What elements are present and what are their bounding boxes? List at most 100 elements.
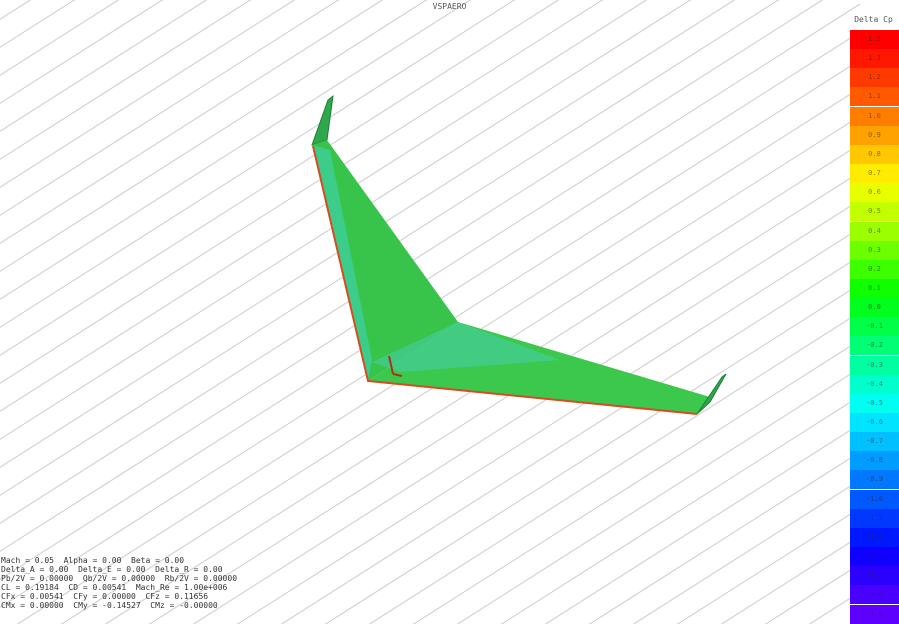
streamline xyxy=(0,0,604,384)
legend-label: -0.7 xyxy=(866,437,883,446)
legend-label: 1.2 xyxy=(868,73,881,82)
legend-swatch: 0.6 xyxy=(850,183,899,203)
legend-label: -0.5 xyxy=(866,398,883,407)
legend-swatch: -0.8 xyxy=(850,451,899,471)
legend-label: -0.1 xyxy=(866,322,883,331)
legend-label: 1.0 xyxy=(868,111,881,120)
legend-swatch: 0.7 xyxy=(850,164,899,184)
streamline xyxy=(192,199,861,624)
legend-swatch: 0.1 xyxy=(850,278,899,298)
legend-swatch: 0.8 xyxy=(850,144,899,164)
legend-swatch: 1.2 xyxy=(850,68,899,88)
streamline xyxy=(236,227,861,624)
legend-label: -1.4 xyxy=(866,571,883,580)
legend-swatch: -1.6 xyxy=(850,604,899,624)
streamline xyxy=(456,367,861,624)
streamline xyxy=(60,115,861,624)
legend-swatch: 1.1 xyxy=(850,87,899,107)
legend-swatch: -1.1 xyxy=(850,508,899,528)
streamline xyxy=(0,0,208,132)
streamline xyxy=(632,479,861,624)
streamline xyxy=(0,0,824,524)
streamline xyxy=(500,395,861,624)
streamline xyxy=(588,451,861,624)
streamline xyxy=(368,311,861,624)
legend-label: 1.2 xyxy=(868,35,881,43)
legend-label: -0.2 xyxy=(866,341,883,350)
legend-swatch: 1.3 xyxy=(850,49,899,69)
legend-swatch: 0.2 xyxy=(850,259,899,279)
legend-label: -1.2 xyxy=(866,532,883,541)
streamline xyxy=(0,0,780,496)
info-line: CMx = 0.00000 CMy = -0.14527 CMz = -0.00… xyxy=(1,601,218,610)
legend-label: 1.3 xyxy=(868,54,881,63)
streamline xyxy=(0,0,472,300)
aero-coefficients-readout: Mach = 0.05 Alpha = 0.00 Beta = 0.00 Delt… xyxy=(1,556,237,610)
streamline xyxy=(0,0,428,272)
legend-swatch: -0.4 xyxy=(850,374,899,394)
legend-label: -0.4 xyxy=(866,379,883,388)
legend-title: Delta Cp xyxy=(854,15,893,24)
streamline xyxy=(324,283,861,624)
legend-label: -1.1 xyxy=(866,513,883,522)
legend-label: -1.0 xyxy=(866,494,883,503)
streamline xyxy=(412,339,861,624)
legend-swatch: -0.7 xyxy=(850,432,899,452)
legend-swatch: -0.5 xyxy=(850,393,899,413)
legend-label: 0.2 xyxy=(868,264,881,273)
streamline xyxy=(0,0,296,188)
streamline xyxy=(0,0,736,468)
legend-label: 0.5 xyxy=(868,207,881,216)
legend-swatch: -0.9 xyxy=(850,470,899,490)
streamline xyxy=(0,0,340,216)
legend-swatch: -1.3 xyxy=(850,547,899,567)
legend-swatch: -0.1 xyxy=(850,317,899,337)
window-title: VSPAERO xyxy=(432,2,467,11)
streamline xyxy=(0,0,252,160)
streamline xyxy=(0,0,120,76)
legend-swatch: 1.2 xyxy=(850,30,899,49)
legend-swatch: 0.0 xyxy=(850,298,899,318)
streamline xyxy=(0,0,516,328)
streamline xyxy=(544,423,861,624)
streamline xyxy=(280,255,861,624)
streamline xyxy=(0,0,648,412)
legend-swatch: 0.3 xyxy=(850,240,899,260)
flying-wing-model xyxy=(311,94,727,415)
legend-swatch: -1.2 xyxy=(850,527,899,547)
legend-label: -1.3 xyxy=(866,552,883,561)
color-legend-bar: 1.2 1.3 1.2 1.1 1.0 0.9 0.8 0.7 0.6 0.5 0.4 0.3 0.2 0… xyxy=(850,30,899,624)
streamline xyxy=(852,619,861,624)
legend-label: 0.3 xyxy=(868,245,881,254)
legend-label: 0.9 xyxy=(868,130,881,139)
streamline xyxy=(104,143,861,624)
legend-label: 0.7 xyxy=(868,169,881,178)
info-line: CFx = 0.00541 CFy = 0.00000 CFz = 0.1165… xyxy=(1,592,209,601)
streamline xyxy=(148,171,861,624)
legend-label: -0.6 xyxy=(866,418,883,426)
streamline xyxy=(0,0,692,440)
legend-swatch: -0.2 xyxy=(850,336,899,356)
legend-swatch: 0.9 xyxy=(850,125,899,145)
legend-swatch: -0.3 xyxy=(850,355,899,375)
legend-label: 0.1 xyxy=(868,283,881,292)
info-line: CL = 0.19184 CD = 0.00541 Mach_Re = 1.00… xyxy=(1,583,228,592)
streamline xyxy=(0,0,384,244)
legend-label: 0.6 xyxy=(868,188,881,197)
legend-swatch: -1.4 xyxy=(850,566,899,586)
legend-swatch: -0.6 xyxy=(850,413,899,432)
legend-swatch: 0.4 xyxy=(850,221,899,241)
legend-swatch: 1.0 xyxy=(850,106,899,126)
legend-label: 0.4 xyxy=(868,226,881,235)
legend-label: -1.5 xyxy=(866,590,883,599)
legend-swatch: -1.0 xyxy=(850,489,899,509)
legend-label: -0.3 xyxy=(866,360,883,369)
legend-label: -0.9 xyxy=(866,475,883,484)
legend-label: 1.1 xyxy=(868,92,881,101)
info-line: Delta_A = 0.00 Delta_E = 0.00 Delta_R = … xyxy=(1,565,223,574)
legend-label: 0.8 xyxy=(868,149,881,158)
legend-label: -1.6 xyxy=(866,609,883,618)
legend-label: -0.8 xyxy=(866,456,883,465)
streamline xyxy=(0,0,164,104)
